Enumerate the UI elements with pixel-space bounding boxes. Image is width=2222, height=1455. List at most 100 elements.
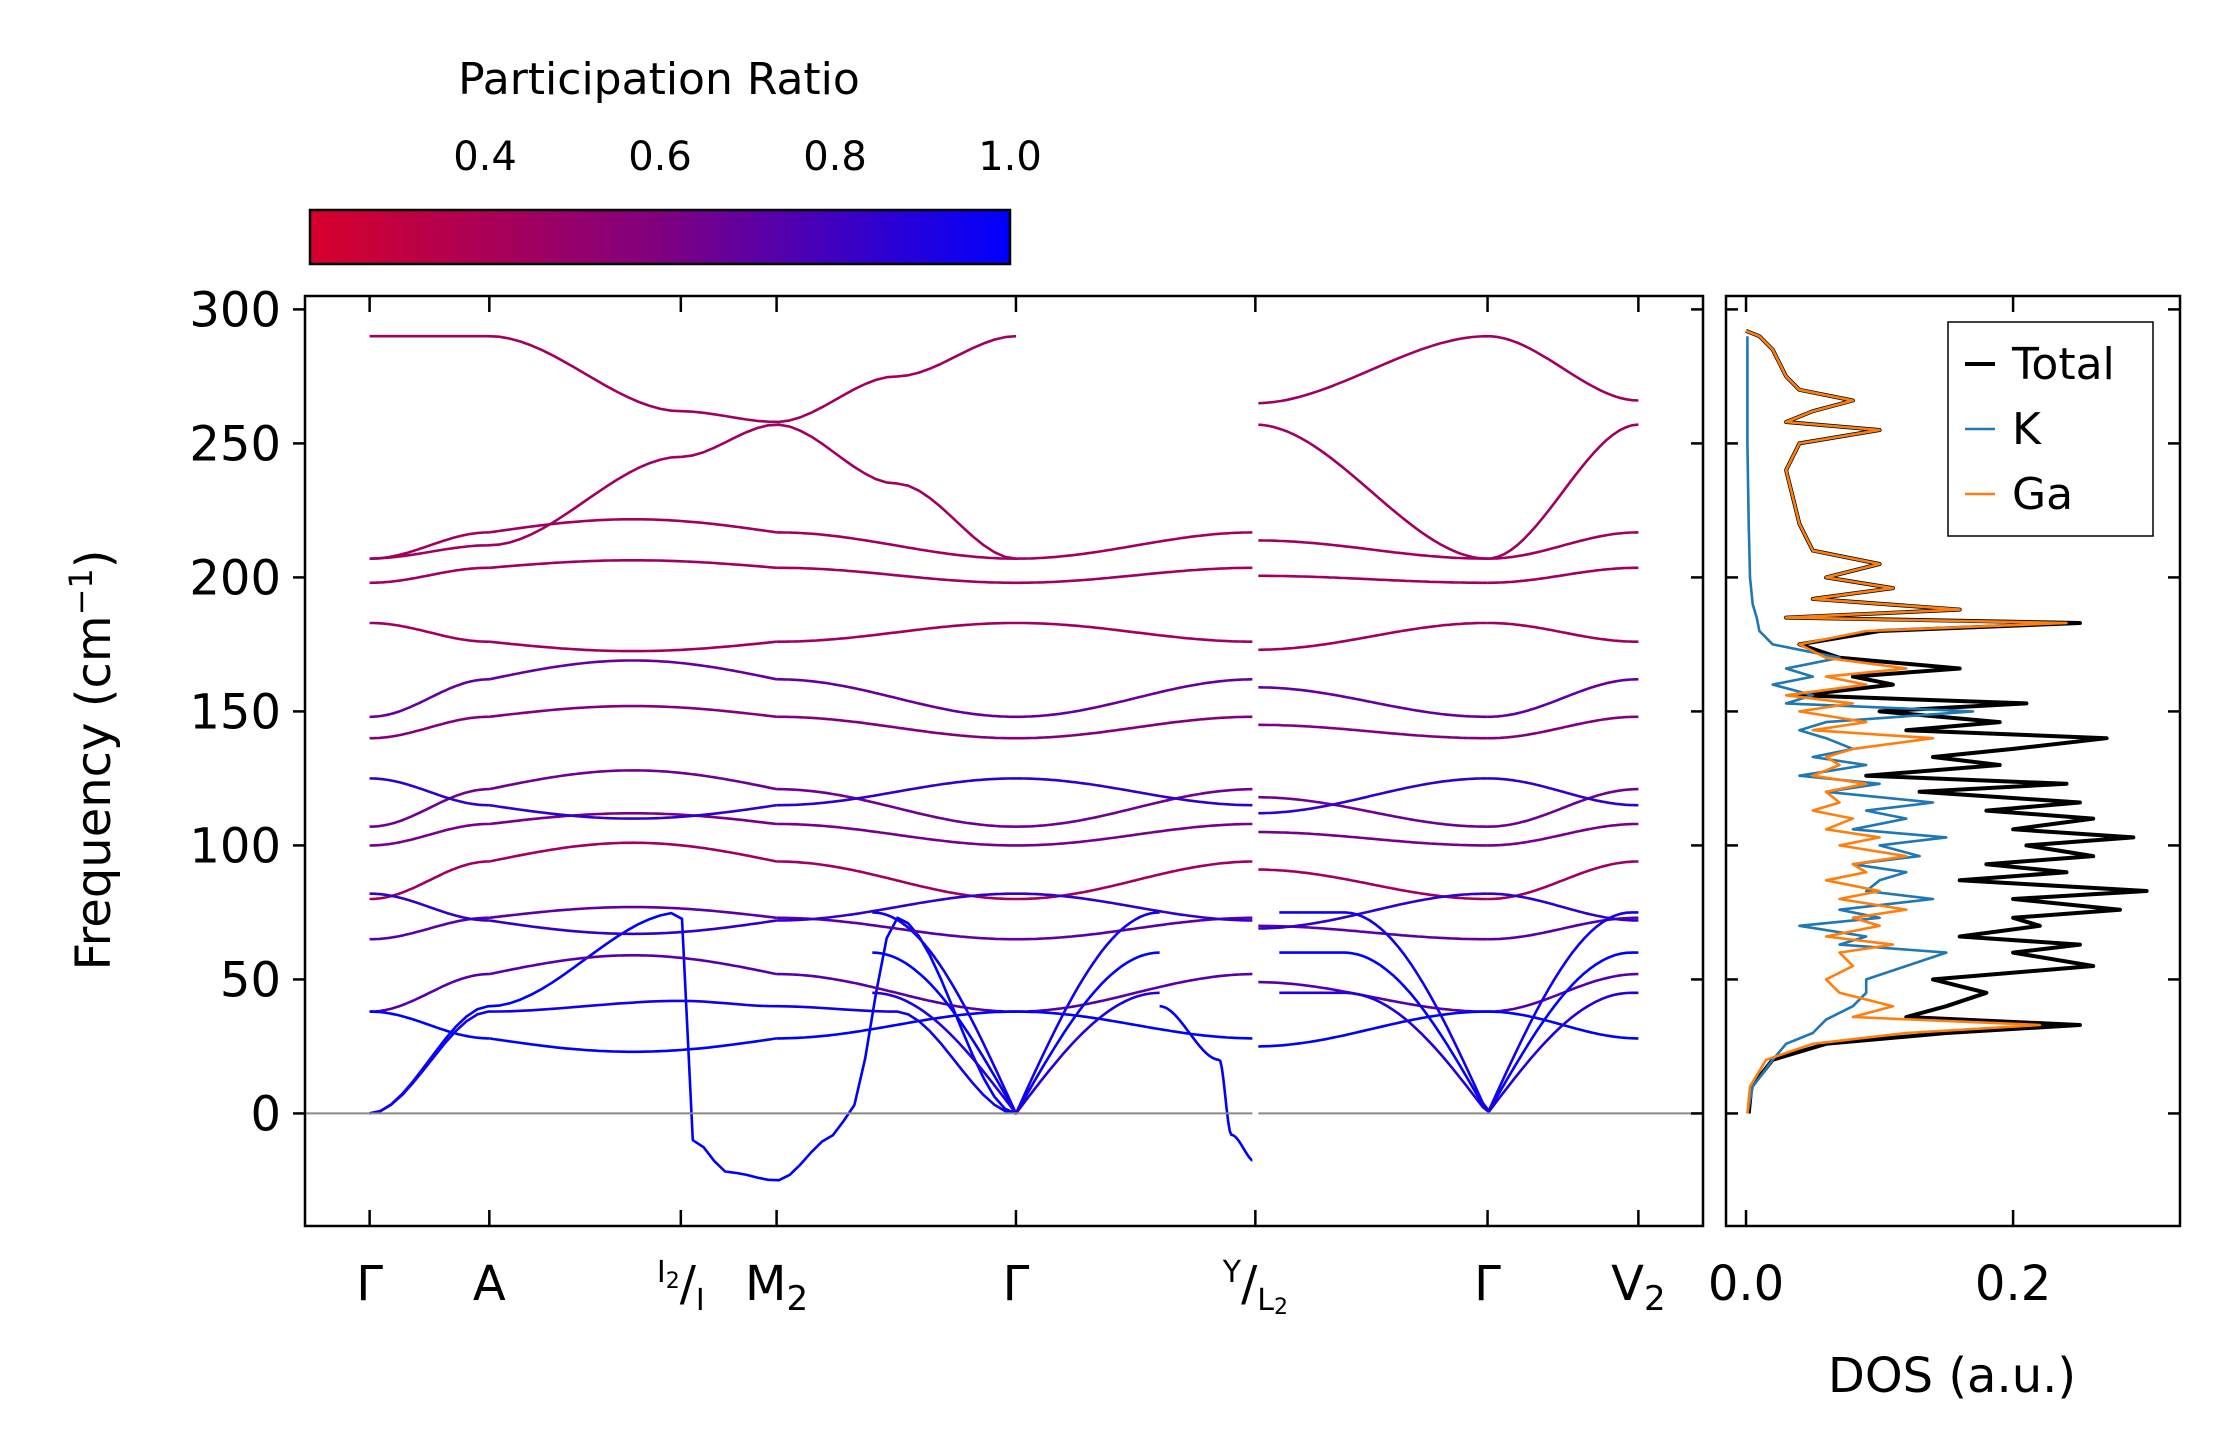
dos-axis-label: DOS (a.u.): [1828, 1348, 2076, 1404]
band-line: [369, 566, 490, 585]
band-line: [776, 972, 1016, 1013]
band-line: [369, 677, 490, 719]
band-line: [1487, 531, 1639, 560]
band-line: [776, 715, 1016, 740]
band-line: [1487, 892, 1639, 922]
band-line: [1487, 972, 1639, 1013]
band-line: [369, 621, 490, 644]
band-line: [1016, 777, 1256, 807]
dos-line-ga: [1745, 329, 2068, 1114]
band-line: [369, 334, 1017, 424]
k-point-label: Y/L2: [1222, 1255, 1288, 1320]
k-path-ticks: Γ A I2/I M2 Γ Y/L2 Γ V2: [356, 296, 1666, 1320]
band-line: [369, 787, 490, 828]
acoustic-band-line: [1279, 911, 1639, 1113]
frequency-axis-label: Frequency (cm−1): [62, 549, 122, 970]
band-line: [1487, 822, 1639, 847]
y-tick-label: 250: [189, 416, 281, 472]
band-line: [1255, 777, 1488, 815]
band-line: [369, 777, 490, 807]
band-line: [1015, 787, 1256, 828]
band-line: [1255, 723, 1488, 740]
band-line: [489, 769, 777, 791]
band-line: [776, 860, 1016, 901]
frequency-axis-ticks: 0 50 100 150 200 250 300: [189, 282, 1703, 1142]
band-line: [489, 953, 777, 976]
band-line: [1255, 621, 1488, 652]
dos-plot-frame: [1724, 294, 2182, 1228]
band-line: [489, 905, 777, 920]
band-structure-panel: 0 50 100 150 200 250 300 Γ A I2/I M2 Γ Y/L2 Γ V2 Freq…: [62, 282, 1705, 1320]
band-line: [1255, 830, 1488, 847]
phonon-bands: [369, 334, 1639, 1182]
colorbar-tick-label: 0.8: [803, 134, 867, 180]
k-point-label: A: [473, 1256, 506, 1312]
dos-axis-ticks: 0.0 0.2: [1708, 296, 2180, 1312]
band-line: [369, 715, 490, 740]
legend-label-ga: Ga: [2012, 469, 2073, 520]
band-line: [1255, 1010, 1488, 1048]
band-line: [1016, 916, 1256, 941]
band-line: [1016, 892, 1256, 922]
band-line: [369, 423, 1017, 560]
band-line: [1255, 574, 1488, 585]
band-line: [776, 531, 1017, 560]
band-line: [369, 1010, 490, 1040]
k-point-label: Γ: [1003, 1256, 1030, 1312]
band-line: [776, 892, 1016, 922]
y-tick-label: 300: [189, 282, 281, 338]
band-line: [489, 841, 777, 863]
legend-label-k: K: [2012, 404, 2042, 455]
acoustic-band-line: [872, 911, 1160, 1115]
band-line: [1487, 787, 1639, 828]
band-line: [489, 811, 777, 826]
y-tick-label: 50: [220, 952, 281, 1008]
colorbar-tick-label: 0.6: [628, 134, 692, 180]
band-line: [1016, 715, 1256, 740]
k-point-label: Γ: [356, 1256, 383, 1312]
band-line: [1487, 677, 1639, 719]
acoustic-band-line: [1279, 991, 1639, 1114]
band-line: [489, 640, 777, 653]
band-line: [1016, 822, 1256, 847]
band-line: [776, 1010, 1016, 1040]
band-line: [776, 621, 1016, 644]
dos-legend: Total K Ga: [1947, 321, 2154, 537]
band-line: [1016, 1010, 1256, 1040]
acoustic-band-line: [1279, 951, 1639, 1113]
band-line: [1016, 860, 1256, 901]
band-line: [369, 892, 490, 922]
band-line: [1487, 715, 1639, 740]
band-line: [369, 911, 1017, 1182]
dos-panel: 0.0 0.2 DOS (a.u.) Total K Ga: [1708, 294, 2182, 1404]
band-line: [1016, 972, 1256, 1013]
band-line: [489, 558, 777, 570]
band-plot-frame: [303, 294, 1705, 1228]
band-line: [369, 822, 490, 847]
band-line: [776, 566, 1016, 585]
band-line: [369, 860, 490, 901]
band-line: [1487, 860, 1639, 901]
band-line: [1016, 621, 1256, 644]
band-line: [489, 919, 777, 936]
band-line: [489, 803, 777, 820]
colorbar-gradient: [308, 208, 1012, 266]
band-line: [1255, 685, 1488, 719]
colorbar-label: Participation Ratio: [458, 54, 860, 105]
band-line: [1487, 777, 1639, 807]
band-line: [1255, 892, 1488, 930]
band-line: [1255, 795, 1488, 828]
band-line: [776, 777, 1016, 807]
band-line: [1487, 566, 1639, 585]
band-line: [1487, 916, 1639, 941]
band-line: [369, 972, 490, 1013]
band-line: [1255, 539, 1488, 560]
dos-curves: [1745, 328, 2149, 1114]
band-line: [1016, 677, 1256, 719]
k-point-label: Γ: [1474, 1256, 1501, 1312]
band-line: [489, 659, 777, 681]
colorbar-ticks: 0.4 0.6 0.8 1.0: [453, 134, 1042, 264]
band-line: [776, 787, 1017, 828]
legend-label-total: Total: [2011, 339, 2115, 390]
